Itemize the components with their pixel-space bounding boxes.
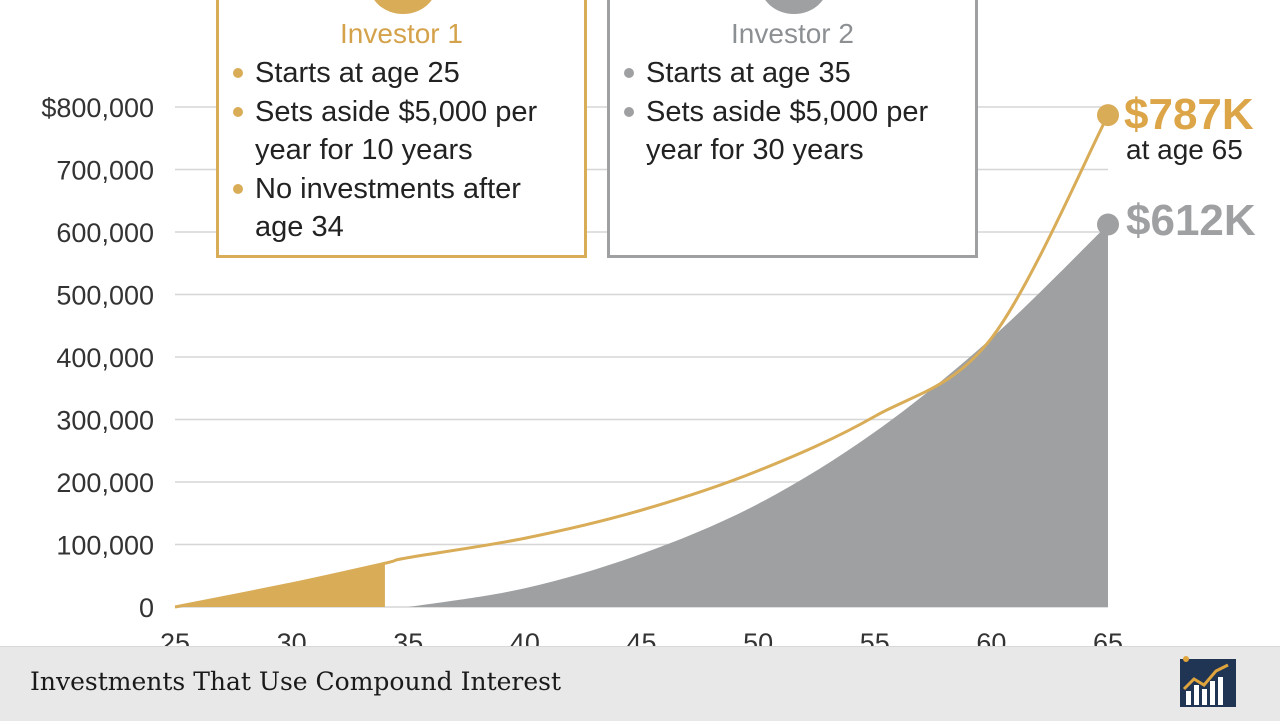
x-tick-label: 45 — [626, 628, 656, 646]
investor-1-line — [174, 114, 1110, 609]
x-tick-label: 40 — [510, 628, 540, 646]
investor-2-area — [408, 224, 1108, 607]
footer-bar: Investments That Use Compound Interest — [0, 646, 1280, 721]
investor-2-card: Investor 2 Starts at age 35 Sets aside $… — [607, 0, 978, 258]
bullet-icon — [624, 68, 634, 78]
x-tick-label: 35 — [393, 628, 423, 646]
y-tick-label: 0 — [139, 593, 154, 623]
investor-1-area-layer — [175, 563, 385, 607]
investor-1-end-caption: at age 65 — [1126, 134, 1243, 165]
investor-2-title: Investor 2 — [731, 18, 854, 49]
y-tick-label: 500,000 — [56, 281, 154, 311]
y-tick-label: 100,000 — [56, 531, 154, 561]
x-tick-label: 60 — [976, 628, 1006, 646]
investor-2-end-value: $612K — [1126, 196, 1256, 245]
bullet-icon — [233, 68, 243, 78]
investor-1-marker — [369, 0, 437, 14]
list-item-text: Starts at age 35 — [646, 57, 851, 89]
investor-1-end-point — [1097, 104, 1119, 127]
list-item: No investments after age 34 — [229, 170, 576, 247]
rising-chart-icon — [1180, 656, 1236, 707]
list-item: Starts at age 35 — [620, 54, 967, 93]
investor-1-contribution-area — [175, 563, 385, 607]
investor-2-list: Starts at age 35 Sets aside $5,000 per y… — [620, 54, 967, 170]
compound-interest-chart: 0 100,000 200,000 300,000 400,000 500,000 600,… — [41, 93, 1123, 646]
end-points — [1097, 104, 1119, 236]
x-tick-label: 55 — [860, 628, 890, 646]
list-item-text: No investments after age 34 — [255, 172, 521, 244]
x-tick-label: 50 — [743, 628, 773, 646]
y-tick-label: 600,000 — [56, 218, 154, 248]
bullet-icon — [624, 106, 634, 117]
investor-1-list: Starts at age 25 Sets aside $5,000 per y… — [229, 54, 576, 247]
list-item-text: Starts at age 25 — [255, 57, 460, 89]
x-tick-label: 25 — [160, 628, 190, 646]
investor-1-end-value: $787K — [1124, 90, 1254, 139]
list-item: Sets aside $5,000 per year for 10 years — [229, 93, 576, 170]
investor-1-line-layer — [174, 114, 1110, 609]
investor-2-end-point — [1097, 213, 1119, 236]
list-item-text: Sets aside $5,000 per year for 30 years — [646, 95, 929, 167]
y-axis-ticks: 0 100,000 200,000 300,000 400,000 500,000 600,… — [41, 93, 154, 623]
list-item: Sets aside $5,000 per year for 30 years — [620, 93, 967, 170]
y-tick-label: 200,000 — [56, 468, 154, 498]
footer-title: Investments That Use Compound Interest — [30, 667, 562, 696]
investor-2-area-layer — [408, 224, 1108, 607]
y-tick-label: 700,000 — [56, 156, 154, 186]
y-tick-label: $800,000 — [41, 93, 154, 123]
list-item: Starts at age 25 — [229, 54, 576, 93]
investor-1-title: Investor 1 — [340, 18, 463, 49]
list-item-text: Sets aside $5,000 per year for 10 years — [255, 95, 538, 167]
bullet-icon — [233, 183, 243, 194]
x-tick-label: 65 — [1093, 628, 1123, 646]
investor-1-card: Investor 1 Starts at age 25 Sets aside $… — [216, 0, 587, 258]
bullet-icon — [233, 106, 243, 117]
investor-2-marker — [760, 0, 828, 14]
y-tick-label: 400,000 — [56, 343, 154, 373]
x-tick-label: 30 — [277, 628, 307, 646]
y-tick-label: 300,000 — [56, 406, 154, 436]
x-axis-ticks: 25 30 35 40 45 50 55 60 65 — [160, 628, 1123, 646]
